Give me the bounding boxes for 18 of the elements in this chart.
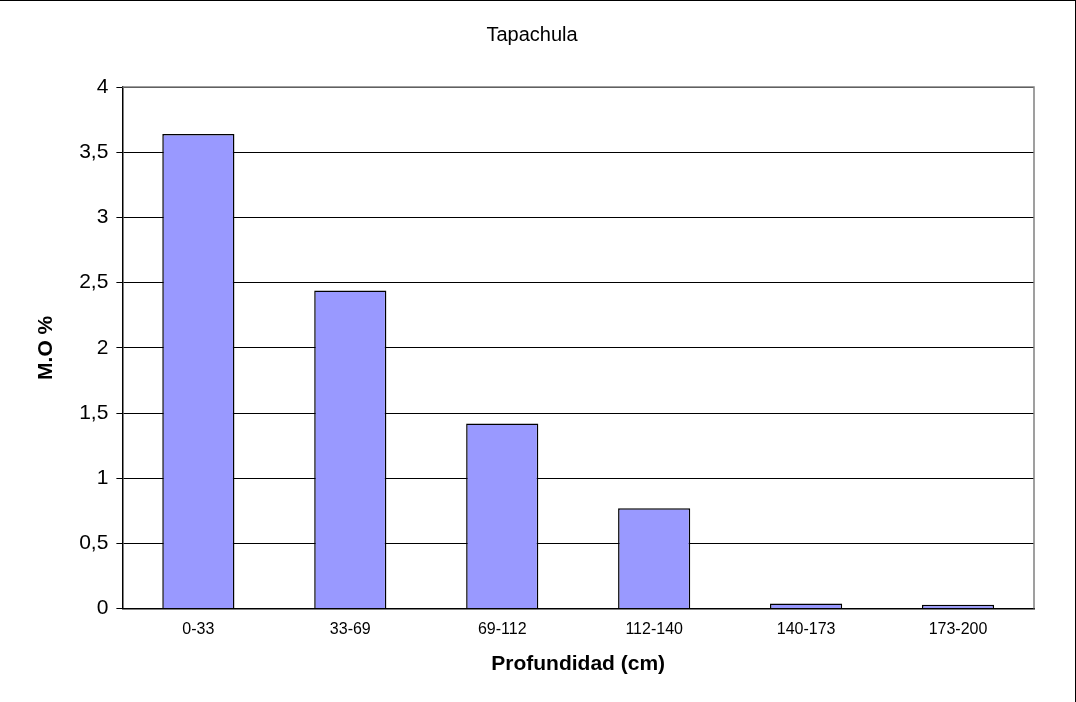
y-tick-label: 1 <box>96 465 109 488</box>
y-tick-label: 3 <box>96 204 109 228</box>
x-axis-title: Profundidad (cm) <box>491 651 666 675</box>
y-tick-label: 4 <box>96 73 109 97</box>
chart-title: Tapachula <box>486 22 579 45</box>
y-tick-label: 1,5 <box>79 399 109 423</box>
x-tick-label: 69-112 <box>477 619 527 637</box>
x-tick-label: 140-173 <box>776 619 836 637</box>
y-tick-label: 3,5 <box>79 139 109 162</box>
y-tick-label: 0 <box>96 595 109 619</box>
x-tick-label: 0-33 <box>182 619 215 637</box>
y-tick-label: 2,5 <box>79 269 109 293</box>
y-tick-label: 0,5 <box>79 530 109 554</box>
y-tick-label: 2 <box>96 334 109 358</box>
x-tick-label: 33-69 <box>329 619 371 637</box>
y-axis-title: M.O % <box>33 315 57 380</box>
x-tick-label: 173-200 <box>928 619 988 637</box>
x-tick-label: 112-140 <box>625 619 684 637</box>
